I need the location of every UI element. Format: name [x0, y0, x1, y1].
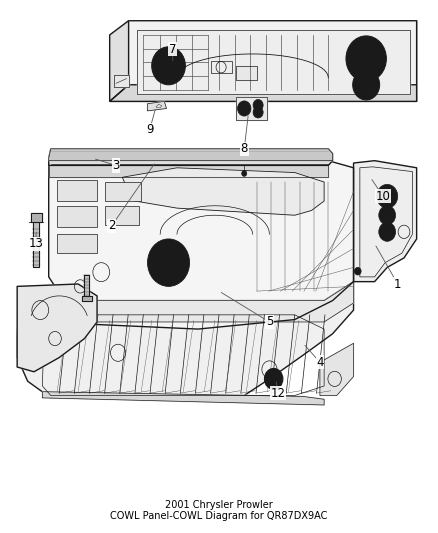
Text: 12: 12 — [270, 386, 286, 400]
Polygon shape — [84, 274, 89, 296]
Circle shape — [241, 105, 247, 112]
Polygon shape — [353, 160, 417, 281]
Circle shape — [379, 206, 396, 225]
Circle shape — [253, 100, 263, 111]
Bar — [106, 182, 141, 201]
Circle shape — [353, 44, 379, 73]
Polygon shape — [110, 21, 417, 101]
Circle shape — [265, 368, 283, 389]
Polygon shape — [31, 213, 42, 222]
Polygon shape — [33, 222, 39, 268]
Polygon shape — [17, 284, 97, 372]
Polygon shape — [148, 101, 166, 111]
Polygon shape — [110, 85, 417, 101]
Polygon shape — [114, 75, 129, 87]
Text: 7: 7 — [169, 43, 177, 55]
Text: 4: 4 — [316, 356, 324, 369]
Circle shape — [237, 101, 251, 116]
Text: 2: 2 — [108, 219, 116, 232]
Text: 8: 8 — [240, 142, 248, 155]
Polygon shape — [17, 281, 353, 398]
Text: 2001 Chrysler Prowler
COWL Panel-COWL Diagram for QR87DX9AC: 2001 Chrysler Prowler COWL Panel-COWL Di… — [110, 500, 328, 521]
Polygon shape — [49, 149, 332, 165]
Bar — [57, 234, 97, 253]
Polygon shape — [110, 21, 129, 101]
Circle shape — [159, 55, 178, 76]
Polygon shape — [49, 160, 353, 329]
Circle shape — [353, 70, 380, 100]
Polygon shape — [236, 96, 267, 120]
Circle shape — [361, 53, 371, 64]
Circle shape — [377, 184, 398, 208]
Circle shape — [152, 47, 185, 85]
Polygon shape — [129, 21, 417, 85]
Text: 13: 13 — [28, 237, 43, 250]
Circle shape — [354, 268, 361, 275]
Circle shape — [359, 76, 374, 93]
Polygon shape — [42, 392, 324, 405]
Polygon shape — [49, 149, 332, 160]
Circle shape — [242, 171, 247, 176]
Polygon shape — [137, 30, 410, 94]
Polygon shape — [122, 168, 324, 215]
Text: 3: 3 — [112, 159, 120, 172]
Text: 1: 1 — [394, 278, 402, 290]
Circle shape — [272, 376, 276, 381]
Circle shape — [253, 107, 263, 118]
Text: 10: 10 — [375, 190, 390, 203]
Circle shape — [148, 239, 190, 286]
Polygon shape — [49, 160, 328, 177]
Polygon shape — [81, 296, 92, 301]
Circle shape — [379, 222, 396, 241]
Polygon shape — [17, 281, 353, 343]
Bar — [57, 180, 97, 201]
Text: 5: 5 — [266, 316, 273, 328]
Circle shape — [346, 36, 386, 82]
Polygon shape — [320, 343, 353, 395]
Circle shape — [156, 248, 181, 277]
Polygon shape — [236, 66, 257, 80]
Circle shape — [268, 373, 279, 385]
Bar — [106, 206, 139, 225]
Bar — [57, 206, 97, 227]
Text: 9: 9 — [146, 123, 153, 136]
Circle shape — [164, 61, 173, 70]
